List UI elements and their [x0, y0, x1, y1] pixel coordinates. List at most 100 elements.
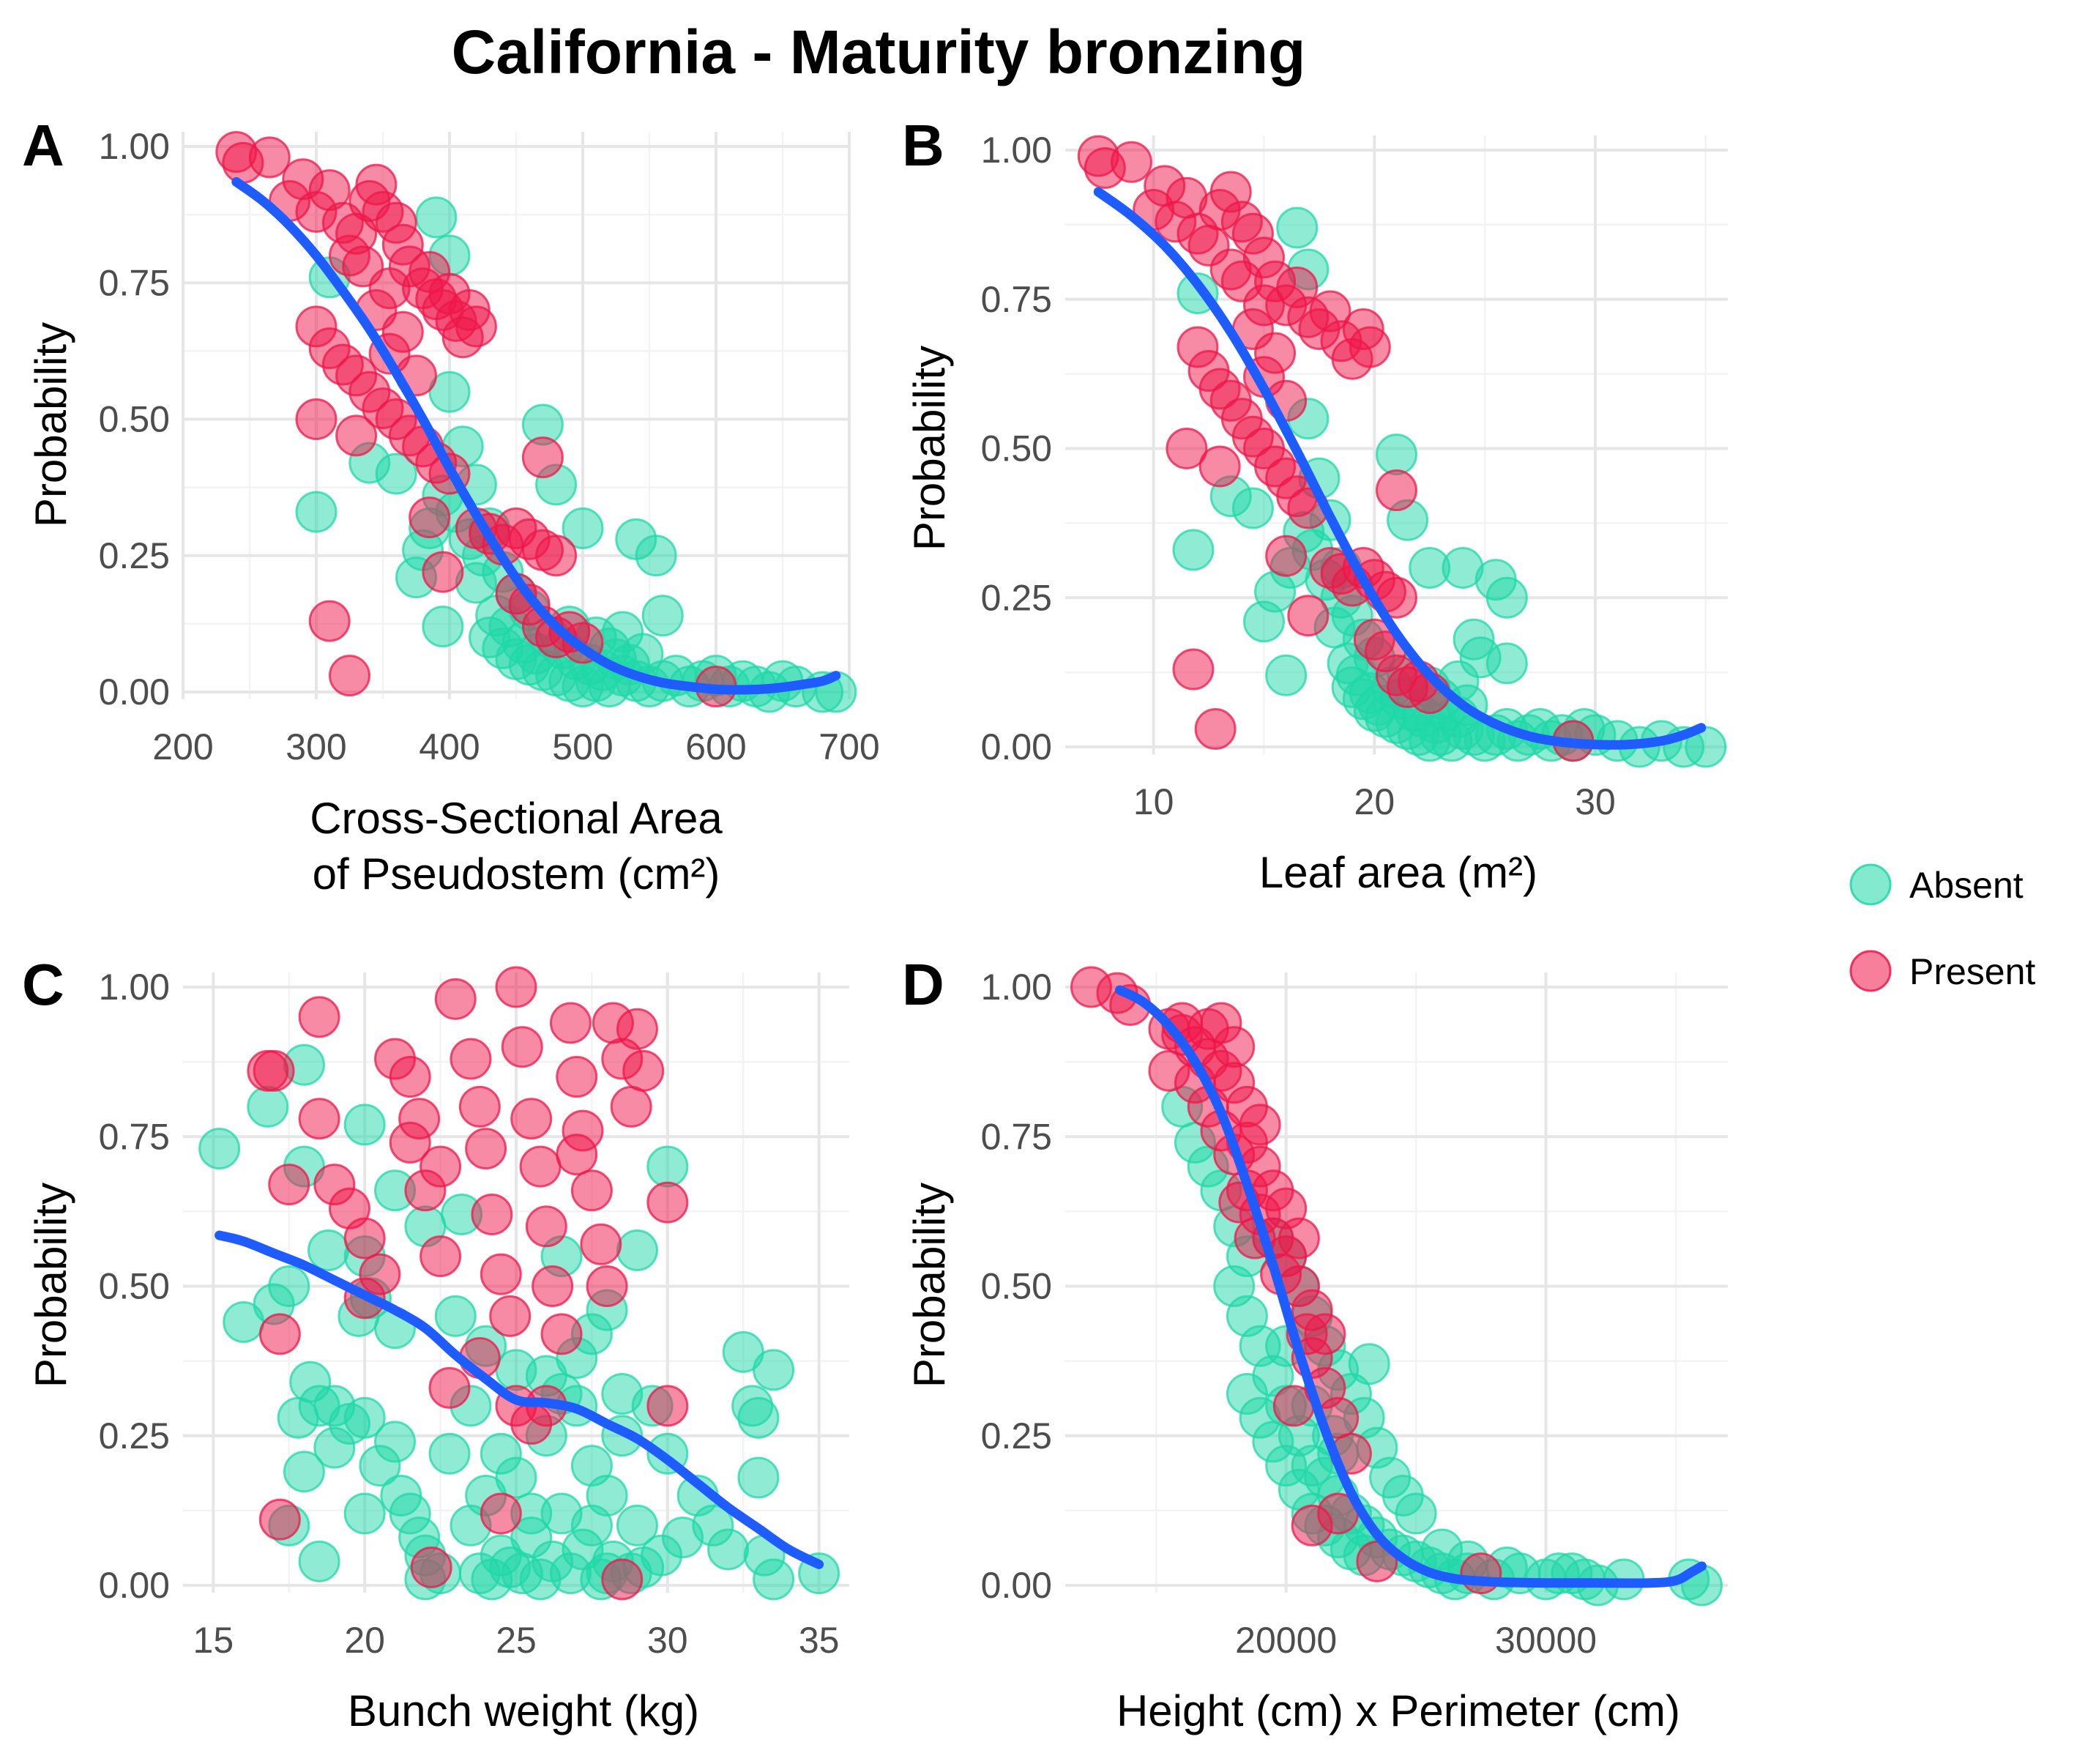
panel-b-point-present — [1209, 248, 1252, 291]
panel-c-point-present — [646, 1385, 689, 1427]
panel-a-y-tick-label: 1.00 — [99, 126, 170, 167]
panel-c-point-present — [253, 1049, 295, 1092]
panel-c-point-present — [549, 1002, 592, 1044]
figure-title: California - Maturity bronzing — [452, 18, 1306, 86]
panel-a-x-tick-label: 400 — [419, 726, 480, 767]
panel-c-point-present — [540, 1313, 583, 1355]
panel-d-point-present — [1200, 1002, 1242, 1044]
panel-c-point-absent — [343, 1492, 386, 1535]
panel-b-ylabel: Probability — [905, 346, 954, 551]
panel-b-points — [1077, 135, 1727, 768]
panel-c-y-tick-label: 0.50 — [99, 1266, 170, 1307]
panel-c-point-present — [616, 1008, 658, 1050]
panel-b-point-present — [1166, 428, 1208, 469]
panel-a-point-present — [535, 535, 578, 577]
panel-c-point-absent — [753, 1558, 795, 1601]
panel-d-y-tick-label: 0.00 — [981, 1565, 1052, 1606]
panel-c-point-absent — [298, 1540, 340, 1582]
panel-c-point-present — [298, 996, 340, 1038]
panel-c-point-present — [495, 966, 537, 1008]
panel-c-point-absent — [313, 1426, 356, 1469]
panel-b-x-tick-label: 10 — [1133, 781, 1174, 822]
panel-a-y-ticks: 0.00 0.25 0.50 0.75 1.00 — [99, 126, 170, 712]
panel-c-point-present — [489, 1295, 532, 1337]
panel-d-point-present — [1291, 1504, 1333, 1547]
panel-b-point-present — [1172, 648, 1215, 691]
panel-c-point-present — [622, 1049, 665, 1092]
legend-swatch-absent — [1849, 863, 1892, 906]
panel-c-point-present — [580, 1223, 622, 1265]
panel-a-point-absent — [635, 535, 677, 577]
panel-c-y-tick-label: 0.75 — [99, 1116, 170, 1157]
panel-c-x-tick-label: 35 — [799, 1620, 840, 1661]
panel-c-point-present — [480, 1253, 522, 1295]
panel-a-xlabel-line1: Cross-Sectional Area — [310, 794, 723, 843]
panel-c-point-absent — [268, 1265, 310, 1307]
panel-b-xlabel: Leaf area (m²) — [1259, 848, 1537, 897]
panel-c-point-present — [601, 1558, 644, 1601]
panel-c-y-ticks: 0.00 0.25 0.50 0.75 1.00 — [99, 967, 170, 1606]
panel-a-point-absent — [602, 611, 644, 653]
panel-a-point-present — [335, 414, 378, 457]
panel-c-point-present — [410, 1546, 452, 1588]
panel-b-point-present — [1376, 469, 1417, 512]
panel-b-y-tick-label: 0.75 — [981, 279, 1052, 320]
panel-c-point-present — [258, 1498, 301, 1541]
panel-c-point-absent — [570, 1504, 613, 1547]
panel-c-xlabel: Bunch weight (kg) — [348, 1686, 699, 1735]
panel-c-point-absent — [434, 1295, 477, 1337]
panel-c-point-absent — [374, 1421, 417, 1463]
panel-a-point-present — [455, 305, 497, 348]
panel-c-point-present — [389, 1056, 431, 1098]
panel-c-point-present — [428, 1366, 471, 1409]
panel-a-x-tick-label: 200 — [152, 726, 213, 767]
panel-b-point-absent — [1243, 600, 1285, 643]
panel-c-point-absent — [737, 1396, 780, 1439]
panel-a-point-absent — [375, 453, 417, 495]
panel-c-point-present — [268, 1164, 310, 1206]
panel-letter-a: A — [22, 113, 64, 178]
panel-d-y-tick-label: 0.50 — [981, 1266, 1052, 1307]
panel-a-point-present — [422, 551, 464, 593]
panel-b-point-absent — [1265, 654, 1308, 696]
panel-c-y-tick-label: 0.25 — [99, 1415, 170, 1456]
panel-c-point-absent — [307, 1229, 350, 1271]
panel-c-point-present — [519, 1145, 562, 1188]
panel-c-point-present — [343, 1217, 386, 1259]
panel-a-point-absent — [641, 595, 684, 637]
panel-c-point-present — [450, 1038, 492, 1080]
panel-c-point-absent — [247, 1085, 289, 1128]
panel-d-point-absent — [1226, 1373, 1268, 1415]
panel-b-point-present — [1349, 326, 1391, 368]
panel-c-point-present — [525, 1205, 567, 1248]
panel-c-point-present — [646, 1181, 689, 1224]
panel-b-y-tick-label: 0.00 — [981, 726, 1052, 767]
panel-d-x-tick-label: 20000 — [1235, 1620, 1337, 1661]
panel-a-fit-curve — [231, 176, 841, 695]
panel-c-point-present — [298, 1098, 340, 1140]
panel-b-y-ticks: 0.00 0.25 0.50 0.75 1.00 — [981, 130, 1052, 767]
panel-a-point-present — [329, 655, 370, 697]
panel-c-point-absent — [737, 1456, 780, 1499]
legend-label-absent: Absent — [1909, 865, 2024, 906]
panel-d-ylabel: Probability — [905, 1183, 954, 1388]
panel-b-fit-curve — [1093, 187, 1707, 750]
panel-a-point-absent — [562, 507, 604, 549]
panel-b-point-absent — [1485, 576, 1528, 619]
panel-b-point-present — [1198, 445, 1241, 488]
panel-c-point-present — [480, 1492, 522, 1535]
panel-a-point-present — [295, 398, 338, 440]
panel-a-xlabel-line2: of Pseudostem (cm²) — [313, 849, 720, 898]
panel-c-point-present — [501, 1026, 543, 1068]
panel-b-point-present — [1111, 141, 1152, 183]
panel-b-x-tick-label: 30 — [1575, 781, 1616, 822]
panel-d-y-tick-label: 1.00 — [981, 967, 1052, 1008]
panel-d-x-ticks: 20000 30000 — [1235, 1620, 1597, 1661]
panel-a-x-tick-label: 300 — [286, 726, 346, 767]
panel-c-point-absent — [198, 1128, 241, 1170]
panel-b-point-present — [1243, 284, 1285, 327]
panel-d-y-tick-label: 0.25 — [981, 1415, 1052, 1456]
panel-c-point-present — [434, 978, 477, 1020]
panel-d-y-tick-label: 0.75 — [981, 1116, 1052, 1157]
